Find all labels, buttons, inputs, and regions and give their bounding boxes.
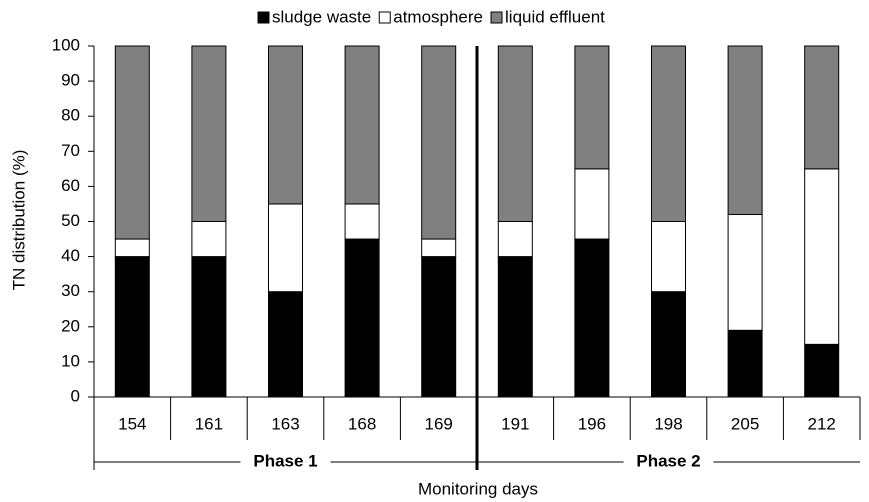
bar-segment <box>268 203 303 293</box>
legend-label: sludge waste <box>272 7 371 26</box>
bar-segment <box>344 45 380 205</box>
x-tick-label: 154 <box>118 414 146 433</box>
y-tick-label: 80 <box>61 106 80 125</box>
bar-segment <box>421 45 457 240</box>
y-tick-label: 70 <box>61 141 80 160</box>
bar-segment <box>268 291 303 398</box>
x-tick-label: 205 <box>731 414 759 433</box>
bar-segment <box>727 45 763 215</box>
y-tick-label: 10 <box>61 351 80 370</box>
bar-segment <box>497 256 533 398</box>
bar-segment <box>421 238 457 258</box>
bar-segment <box>574 45 610 170</box>
bar-segment <box>574 238 610 398</box>
x-tick-label: 196 <box>578 414 606 433</box>
x-tick-label: 161 <box>195 414 223 433</box>
bar-segment <box>191 221 227 258</box>
bar-segment <box>114 238 150 258</box>
group-label: Phase 1 <box>253 451 317 470</box>
y-tick-label: 90 <box>61 71 80 90</box>
bar-segment <box>268 45 303 205</box>
y-tick-label: 100 <box>52 35 80 54</box>
y-tick-label: 0 <box>71 386 80 405</box>
bar-segment <box>114 45 150 240</box>
bar-segment <box>804 343 840 398</box>
bar-segment <box>804 45 840 170</box>
x-tick-label: 169 <box>425 414 453 433</box>
bar-segment <box>497 45 533 222</box>
bar-segment <box>651 221 686 293</box>
x-axis-title: Monitoring days <box>418 479 538 498</box>
bar-segment <box>651 45 686 222</box>
legend-swatch <box>378 11 391 24</box>
x-tick-label: 191 <box>501 414 529 433</box>
x-tick-label: 163 <box>271 414 299 433</box>
bar-segment <box>804 168 840 345</box>
bar-segment <box>191 45 227 222</box>
y-tick-label: 50 <box>61 211 80 230</box>
bar-segment <box>574 168 610 240</box>
group-label: Phase 2 <box>636 451 700 470</box>
legend-swatch <box>257 11 270 24</box>
bar-segment <box>421 256 457 398</box>
bar-segment <box>651 291 686 398</box>
bar-segment <box>114 256 150 398</box>
x-tick-label: 212 <box>808 414 836 433</box>
legend-label: liquid effluent <box>505 7 605 26</box>
x-tick-label: 168 <box>348 414 376 433</box>
y-tick-label: 20 <box>61 316 80 335</box>
y-tick-label: 60 <box>61 176 80 195</box>
bar-segment <box>727 213 763 331</box>
bar-segment <box>727 329 763 398</box>
y-axis-title: TN distribution (%) <box>9 150 28 291</box>
bar-segment <box>191 256 227 398</box>
y-tick-label: 30 <box>61 281 80 300</box>
bar-segment <box>344 238 380 398</box>
y-tick-label: 40 <box>61 246 80 265</box>
legend-label: atmosphere <box>393 7 483 26</box>
bar-segment <box>497 221 533 258</box>
bar-segment <box>344 203 380 240</box>
x-tick-label: 198 <box>654 414 682 433</box>
legend-swatch <box>490 11 503 24</box>
